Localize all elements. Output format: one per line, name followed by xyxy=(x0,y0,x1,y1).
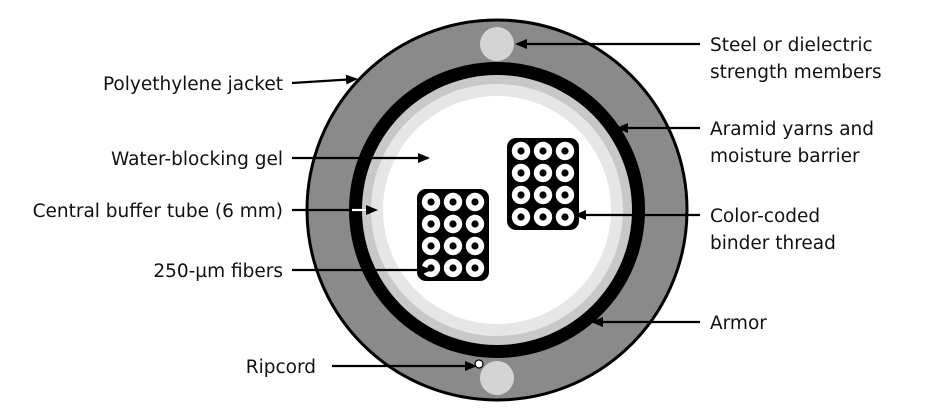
fiber-core xyxy=(539,169,547,177)
label-250um-fibers: 250-µm fibers xyxy=(153,261,283,282)
right-fiber-bundle xyxy=(507,138,579,230)
fiber-bundle-housing xyxy=(507,138,579,230)
label-ripcord: Ripcord xyxy=(246,357,316,378)
fiber-bundle-housing xyxy=(417,189,489,281)
label-strength-members-line1: Steel or dielectric xyxy=(710,35,873,56)
fiber-core xyxy=(561,213,569,221)
label-aramid-line1: Aramid yarns and xyxy=(710,119,874,140)
fiber-core xyxy=(471,242,479,250)
left-fiber-bundle xyxy=(417,189,489,281)
cable-cross-section xyxy=(305,18,689,402)
fiber-core xyxy=(471,198,479,206)
strength-member-top xyxy=(480,27,514,61)
fiber-core xyxy=(561,191,569,199)
leader-polyethylene-jacket xyxy=(291,74,358,85)
fiber-core xyxy=(539,213,547,221)
fiber-core xyxy=(517,147,525,155)
fiber-core xyxy=(539,191,547,199)
left-labels: Polyethylene jacket Water-blocking gel C… xyxy=(33,74,316,378)
right-labels: Steel or dielectric strength members Ara… xyxy=(710,35,882,334)
fiber-core xyxy=(517,191,525,199)
fiber-core xyxy=(449,220,457,228)
fiber-core xyxy=(471,220,479,228)
fiber-core xyxy=(427,242,435,250)
label-polyethylene-jacket: Polyethylene jacket xyxy=(103,74,283,95)
leader-lines xyxy=(291,39,700,371)
label-strength-members-line2: strength members xyxy=(710,62,882,83)
strength-member-bottom xyxy=(480,361,514,395)
label-aramid-line2: moisture barrier xyxy=(710,146,860,167)
fiber-core xyxy=(471,264,479,272)
fiber-core xyxy=(539,147,547,155)
label-water-blocking-gel: Water-blocking gel xyxy=(111,149,283,170)
ripcord xyxy=(474,359,484,369)
fiber-core xyxy=(449,198,457,206)
label-binder-line1: Color-coded xyxy=(710,206,820,227)
fiber-core xyxy=(561,147,569,155)
label-armor: Armor xyxy=(710,313,767,334)
fiber-core xyxy=(517,213,525,221)
label-central-buffer-tube: Central buffer tube (6 mm) xyxy=(33,201,283,222)
fiber-core xyxy=(517,169,525,177)
label-binder-line2: binder thread xyxy=(710,233,836,254)
fiber-core xyxy=(449,242,457,250)
fiber-core xyxy=(427,198,435,206)
fiber-core xyxy=(427,220,435,228)
fiber-core xyxy=(449,264,457,272)
fiber-core xyxy=(561,169,569,177)
